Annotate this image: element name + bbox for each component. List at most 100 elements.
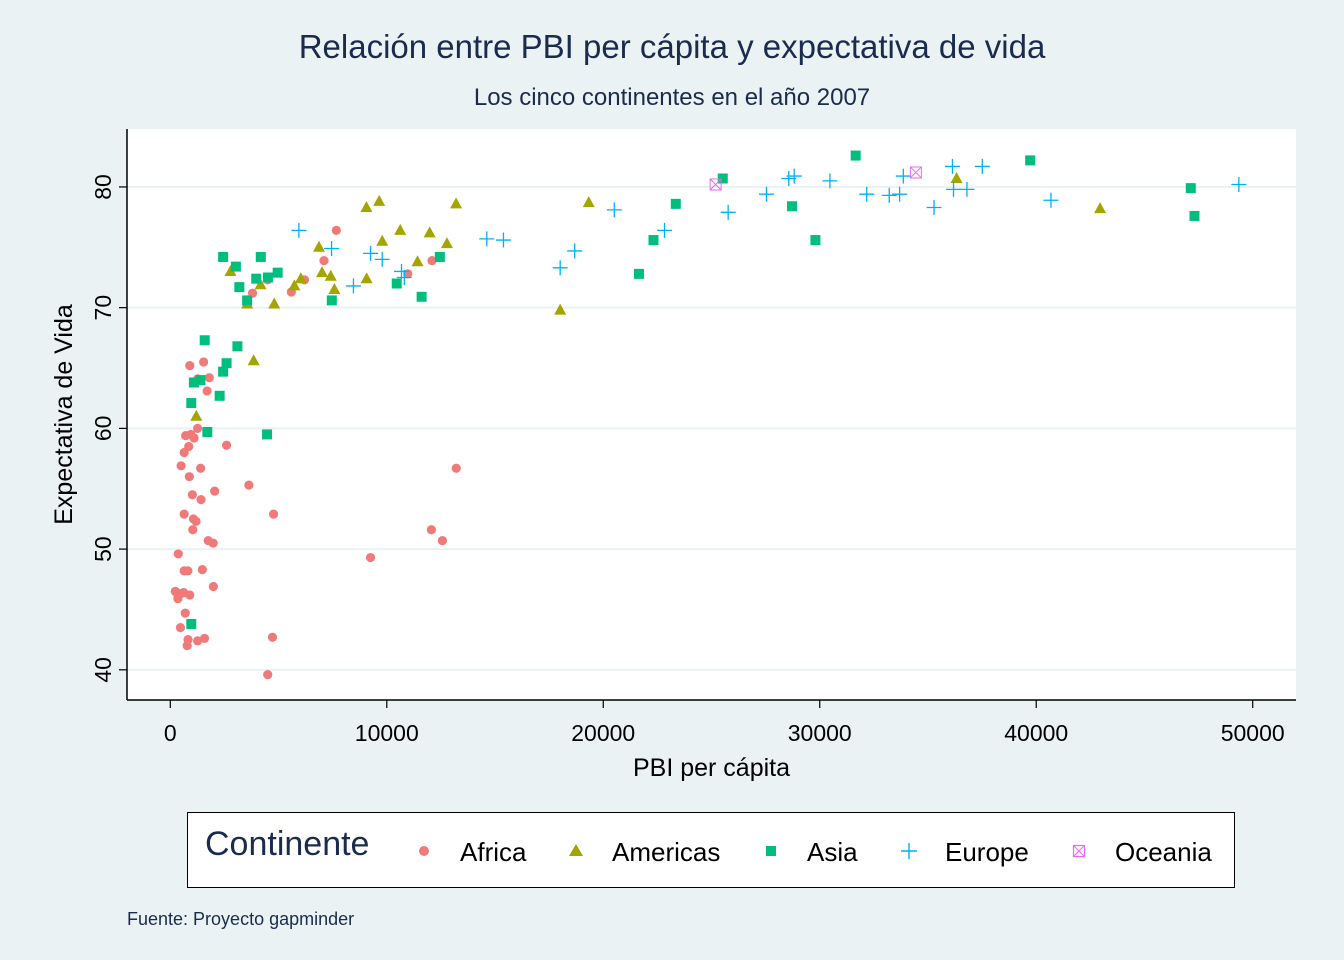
- asia-point: [242, 295, 253, 306]
- europe-point: [567, 243, 583, 259]
- africa-point: [221, 440, 232, 450]
- legend: Continente Africa Americas Asia Europe O…: [187, 812, 1235, 888]
- asia-point: [234, 282, 245, 293]
- europe-point: [786, 168, 802, 184]
- africa-point: [184, 441, 194, 452]
- americas-point: [288, 279, 301, 291]
- legend-label: Oceania: [1115, 837, 1212, 867]
- africa-point: [199, 357, 209, 367]
- chart-subtitle: Los cinco continentes en el año 2007: [473, 84, 871, 111]
- asia-point: [670, 198, 681, 209]
- europe-point: [946, 181, 962, 197]
- asia-point: [416, 291, 427, 302]
- source-note: Fuente: Proyecto gapminder: [127, 909, 355, 929]
- asia-point: [434, 251, 445, 262]
- europe-point: [944, 158, 960, 174]
- europe-point: [892, 186, 908, 202]
- americas-point: [376, 234, 389, 246]
- asia-point: [850, 150, 861, 161]
- americas-point: [394, 223, 407, 235]
- asia-point: [326, 295, 337, 306]
- data-points: [170, 150, 1247, 680]
- x-tick-label: 40000: [1004, 720, 1068, 746]
- europe-point: [895, 168, 911, 184]
- asia-point: [251, 273, 262, 284]
- americas-point: [268, 297, 281, 309]
- x-axis-label: PBI per cápita: [633, 754, 790, 782]
- europe-point: [363, 245, 379, 261]
- africa-point: [179, 509, 189, 519]
- europe-point: [396, 269, 412, 285]
- africa-point: [426, 525, 436, 535]
- asia-point: [255, 251, 266, 262]
- asia-point: [186, 618, 197, 629]
- y-tick-label: 60: [90, 416, 116, 442]
- x-tick-label: 0: [164, 720, 177, 746]
- legend-label: Americas: [612, 837, 721, 867]
- x-tick-label: 30000: [788, 720, 852, 746]
- africa-point: [184, 472, 194, 482]
- asia-point: [262, 429, 273, 440]
- africa-point: [365, 552, 376, 563]
- americas-point: [950, 171, 963, 183]
- africa-point: [204, 373, 214, 383]
- asia-point: [195, 375, 206, 386]
- triangle-marker-icon: [569, 844, 583, 856]
- asia-point: [262, 272, 273, 283]
- asia-point: [1025, 155, 1036, 166]
- asia-point: [218, 366, 229, 377]
- americas-point: [360, 272, 373, 284]
- y-axis-label: Expectativa de Vida: [50, 304, 78, 525]
- africa-point: [176, 461, 186, 471]
- africa-point: [192, 423, 203, 433]
- gridlines: [127, 185, 1296, 671]
- y-tick-label: 40: [90, 657, 116, 683]
- asia-point: [199, 335, 210, 346]
- legend-label: Asia: [807, 837, 858, 867]
- africa-point: [208, 581, 218, 592]
- africa-point: [331, 225, 341, 236]
- oceania-point: [709, 178, 722, 191]
- americas-point: [190, 409, 203, 421]
- africa-point: [427, 255, 437, 266]
- europe-point: [1043, 192, 1059, 208]
- africa-point: [196, 463, 206, 473]
- chart-title: Relación entre PBI per cápita y expectat…: [298, 28, 1046, 65]
- y-tick-label: 80: [90, 174, 116, 200]
- asia-point: [218, 251, 229, 262]
- americas-point: [328, 283, 341, 295]
- europe-point: [926, 199, 942, 215]
- americas-point: [450, 197, 463, 209]
- africa-point: [196, 495, 206, 505]
- americas-point: [254, 278, 267, 290]
- europe-point: [974, 158, 990, 174]
- americas-point: [224, 264, 237, 276]
- asia-point: [810, 235, 821, 246]
- legend-title: Continente: [205, 825, 370, 863]
- africa-point: [319, 255, 329, 266]
- asia-point: [1189, 210, 1200, 221]
- europe-point: [552, 260, 568, 276]
- oceania-point: [909, 166, 922, 179]
- europe-point: [374, 251, 390, 267]
- americas-point: [423, 226, 436, 238]
- africa-point: [202, 386, 212, 396]
- americas-point: [294, 272, 307, 284]
- africa-point: [183, 566, 193, 576]
- africa-point: [181, 431, 191, 441]
- americas-point: [313, 240, 326, 252]
- europe-point: [393, 263, 409, 279]
- americas-point: [247, 354, 260, 366]
- asia-point: [214, 390, 225, 401]
- asia-point: [272, 267, 283, 278]
- africa-point: [437, 536, 448, 546]
- legend-label: Africa: [460, 837, 527, 867]
- africa-point: [185, 590, 195, 600]
- europe-point: [1231, 177, 1247, 193]
- asia-point: [391, 278, 402, 289]
- asia-point: [648, 235, 659, 246]
- x-tick-label: 10000: [355, 720, 419, 746]
- africa-point: [208, 538, 218, 548]
- europe-point: [720, 204, 736, 220]
